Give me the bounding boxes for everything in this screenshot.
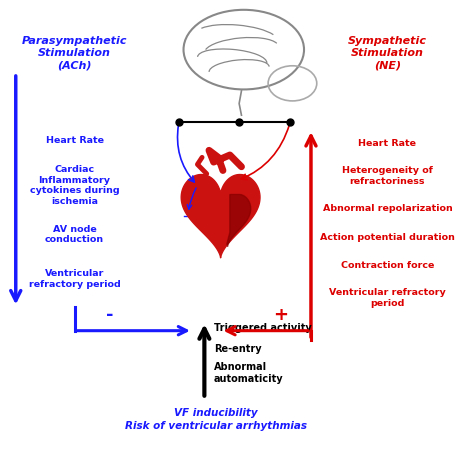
Text: VF inducibility
Risk of ventricular arrhythmias: VF inducibility Risk of ventricular arrh…: [125, 409, 307, 431]
Text: Cardiac
Inflammatory
cytokines during
ischemia: Cardiac Inflammatory cytokines during is…: [30, 165, 119, 206]
Text: Ventricular refractory
period: Ventricular refractory period: [329, 288, 446, 308]
Text: Action potential duration: Action potential duration: [320, 233, 455, 241]
Text: Parasympathetic
Stimulation
(ACh): Parasympathetic Stimulation (ACh): [22, 36, 128, 70]
Text: Abnormal
automaticity: Abnormal automaticity: [214, 362, 283, 383]
Polygon shape: [181, 174, 260, 258]
Polygon shape: [227, 194, 251, 246]
Text: Sympathetic
Stimulation
(NE): Sympathetic Stimulation (NE): [348, 36, 427, 70]
Text: -: -: [106, 306, 113, 324]
Text: Ventricular
refractory period: Ventricular refractory period: [29, 269, 120, 289]
Text: Heterogeneity of
refractoriness: Heterogeneity of refractoriness: [342, 166, 433, 186]
Text: Heart Rate: Heart Rate: [358, 139, 417, 148]
Text: Re-entry: Re-entry: [214, 345, 261, 355]
Text: Heart Rate: Heart Rate: [46, 137, 104, 146]
Text: Abnormal repolarization: Abnormal repolarization: [323, 204, 452, 213]
Text: AV node
conduction: AV node conduction: [45, 225, 104, 245]
Text: +: +: [273, 306, 288, 324]
Text: Contraction force: Contraction force: [341, 261, 434, 270]
Text: Triggered activity: Triggered activity: [214, 323, 311, 333]
